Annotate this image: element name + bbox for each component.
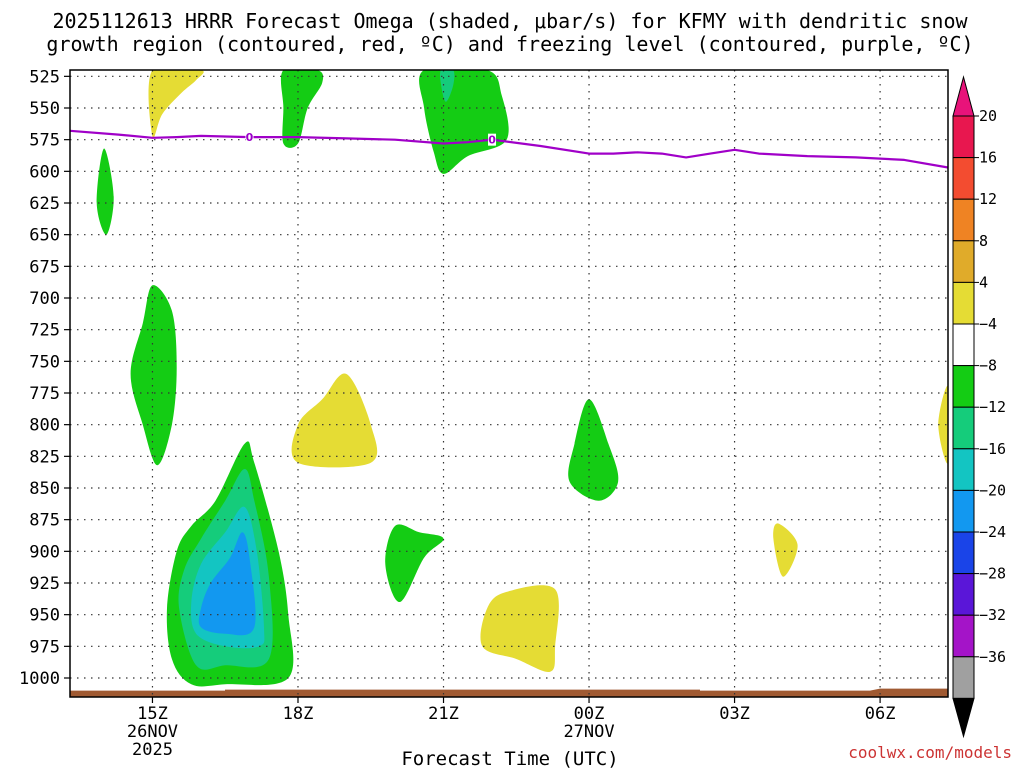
y-tick-label-925: 925 xyxy=(29,574,60,594)
freezing-level-line xyxy=(69,129,949,169)
omega-region-11 xyxy=(385,524,444,603)
y-tick-label-575: 575 xyxy=(29,131,60,151)
freezing-label-bg-0 xyxy=(245,131,254,144)
colorbar-label-1: 16 xyxy=(979,149,997,167)
colorbar-swatch-3 xyxy=(952,240,975,283)
freezing-level-label-0: 0 xyxy=(246,131,254,144)
colorbar-label-2: 12 xyxy=(979,190,997,208)
omega-region-1 xyxy=(280,70,324,148)
freezing-label-bg-1 xyxy=(488,133,497,146)
omega-region-12 xyxy=(480,585,559,672)
x-tick-date-15Z: 26NOV xyxy=(127,722,178,742)
colorbar-swatch-6 xyxy=(952,365,975,408)
y-tick-label-600: 600 xyxy=(29,162,60,182)
chart-title-line1: 2025112613 HRRR Forecast Omega (shaded, … xyxy=(52,9,968,33)
x-tick-label-03Z: 03Z xyxy=(719,704,750,724)
y-tick-label-625: 625 xyxy=(29,194,60,214)
y-tick-label-550: 550 xyxy=(29,99,60,119)
freezing-level-label-1: 0 xyxy=(488,134,496,147)
x-tick-label-21Z: 21Z xyxy=(428,704,459,724)
colorbar-swatch-12 xyxy=(952,614,975,658)
colorbar-label-9: −20 xyxy=(979,481,1006,499)
omega-region-5 xyxy=(130,285,177,466)
omega-region-4 xyxy=(96,148,114,235)
colorbar-label-7: −12 xyxy=(979,398,1006,416)
x-tick-label-15Z: 15Z xyxy=(137,704,168,724)
x-tick-date-00Z: 27NOV xyxy=(563,722,614,742)
colorbar-label-10: −24 xyxy=(979,523,1006,541)
colorbar-bottom-triangle xyxy=(952,697,975,739)
ground-strip xyxy=(70,688,948,697)
colorbar-swatch-8 xyxy=(952,448,975,491)
colorbar-swatch-7 xyxy=(952,406,975,450)
x-tick-label-06Z: 06Z xyxy=(865,704,896,724)
colorbar-swatch-0 xyxy=(952,115,975,159)
omega-shaded-regions xyxy=(96,70,948,687)
plot-frame xyxy=(69,69,949,698)
y-tick-label-700: 700 xyxy=(29,289,60,309)
y-tick-label-675: 675 xyxy=(29,257,60,277)
y-tick-label-1000: 1000 xyxy=(19,669,60,689)
colorbar-top-triangle xyxy=(952,75,975,117)
y-tick-label-800: 800 xyxy=(29,416,60,436)
omega-region-15 xyxy=(938,385,948,464)
colorbar-label-11: −28 xyxy=(979,565,1006,583)
omega-region-0 xyxy=(148,70,204,139)
colorbar-label-0: 20 xyxy=(979,107,997,125)
y-tick-label-750: 750 xyxy=(29,352,60,372)
colorbar-swatch-1 xyxy=(952,157,975,200)
colorbar-label-3: 8 xyxy=(979,232,988,250)
y-tick-label-525: 525 xyxy=(29,67,60,87)
omega-region-6 xyxy=(291,373,378,468)
omega-region-2 xyxy=(419,70,509,174)
colorbar-label-8: −16 xyxy=(979,440,1006,458)
colorbar-swatch-11 xyxy=(952,573,975,616)
credit-text[interactable]: coolwx.com/models xyxy=(848,743,1012,762)
y-tick-label-975: 975 xyxy=(29,637,60,657)
omega-region-group xyxy=(96,70,948,687)
y-tick-label-725: 725 xyxy=(29,321,60,341)
x-tick-label-18Z: 18Z xyxy=(283,704,314,724)
y-axis: 525 550 575 600 625 650 675 700 725 750 775 800 825 8… xyxy=(19,67,70,689)
y-tick-label-875: 875 xyxy=(29,511,60,531)
colorbar-label-12: −32 xyxy=(979,606,1006,624)
colorbar-swatch-10 xyxy=(952,531,975,575)
colorbar-swatch-9 xyxy=(952,489,975,533)
omega-region-10 xyxy=(198,532,256,636)
omega-region-14 xyxy=(773,523,798,577)
y-tick-label-950: 950 xyxy=(29,606,60,626)
y-tick-label-900: 900 xyxy=(29,542,60,562)
omega-region-13 xyxy=(568,399,619,501)
colorbar-label-6: −8 xyxy=(979,357,997,375)
colorbar-swatch-4 xyxy=(952,281,975,325)
x-tick-year-15Z: 2025 xyxy=(132,740,173,760)
colorbar-swatch-13 xyxy=(952,656,975,699)
chart-title-line2: growth region (contoured, red, ºC) and f… xyxy=(46,32,973,56)
colorbar-label-13: −36 xyxy=(979,648,1006,666)
colorbar-label-4: 4 xyxy=(979,273,988,291)
colorbar: 20 16 12 8 4 −4 −8 −12 −16 −20 −24 −28 −32 −36 xyxy=(952,75,1006,739)
y-tick-label-650: 650 xyxy=(29,226,60,246)
ground-layer xyxy=(70,688,948,697)
y-tick-label-775: 775 xyxy=(29,384,60,404)
x-axis-label: Forecast Time (UTC) xyxy=(401,748,618,768)
colorbar-swatch-2 xyxy=(952,198,975,242)
y-tick-label-825: 825 xyxy=(29,447,60,467)
y-tick-label-850: 850 xyxy=(29,479,60,499)
colorbar-label-5: −4 xyxy=(979,315,997,333)
colorbar-swatch-5 xyxy=(952,323,975,367)
x-tick-label-00Z: 00Z xyxy=(574,704,605,724)
